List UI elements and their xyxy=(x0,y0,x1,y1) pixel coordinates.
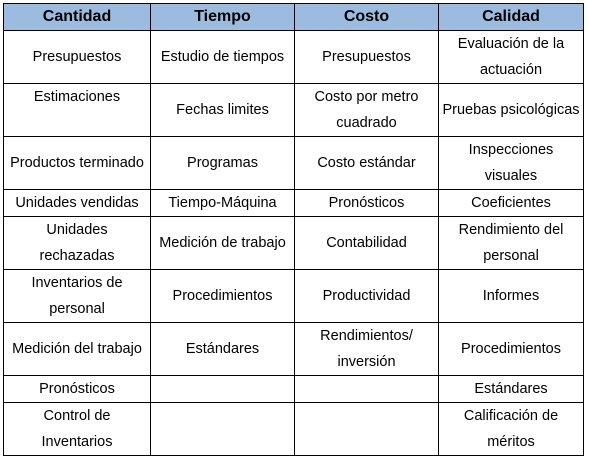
table-row: Presupuestos Estudio de tiempos Presupue… xyxy=(3,30,584,84)
header-calidad: Calidad xyxy=(438,3,584,31)
header-costo: Costo xyxy=(294,3,439,31)
table-row: Productos terminado Programas Costo está… xyxy=(3,136,584,190)
table-cell: Tiempo-Máquina xyxy=(150,189,295,217)
table-cell: Procedimientos xyxy=(438,322,584,376)
table-cell xyxy=(294,375,439,403)
table-cell xyxy=(150,375,295,403)
table-cell: Procedimientos xyxy=(150,269,295,323)
table-cell: Coeficientes xyxy=(438,189,584,217)
table-cell: Evaluación de la actuación xyxy=(438,30,584,84)
table-cell: Productividad xyxy=(294,269,439,323)
table-cell: Estándares xyxy=(150,322,295,376)
table-cell: Contabilidad xyxy=(294,216,439,270)
table-cell: Pronósticos xyxy=(3,375,151,403)
table-row: Unidades vendidas Tiempo-Máquina Pronóst… xyxy=(3,189,584,217)
table-cell: Estándares xyxy=(438,375,584,403)
table-cell: Costo estándar xyxy=(294,136,439,190)
header-tiempo: Tiempo xyxy=(150,3,295,31)
table-cell xyxy=(294,402,439,456)
header-cantidad: Cantidad xyxy=(3,3,151,31)
table-header: Cantidad Tiempo Costo Calidad xyxy=(3,3,584,31)
table-cell: Rendimiento del personal xyxy=(438,216,584,270)
table-cell: Rendimientos/ inversión xyxy=(294,322,439,376)
control-table: Cantidad Tiempo Costo Calidad Presupuest… xyxy=(3,3,584,456)
table-row: Medición del trabajo Estándares Rendimie… xyxy=(3,322,584,376)
table-cell: Inventarios de personal xyxy=(3,269,151,323)
table-cell: Pruebas psicológicas xyxy=(438,83,584,137)
header-row: Cantidad Tiempo Costo Calidad xyxy=(3,3,584,31)
table-cell: Medición del trabajo xyxy=(3,322,151,376)
table-cell: Productos terminado xyxy=(3,136,151,190)
table-row: Estimaciones Fechas limites Costo por me… xyxy=(3,83,584,137)
table-row: Inventarios de personal Procedimientos P… xyxy=(3,269,584,323)
table-cell: Informes xyxy=(438,269,584,323)
table-cell: Unidades vendidas xyxy=(3,189,151,217)
table-cell: Medición de trabajo xyxy=(150,216,295,270)
table-row: Control de Inventarios Calificación de m… xyxy=(3,402,584,456)
table-row: Pronósticos Estándares xyxy=(3,375,584,403)
table-cell: Costo por metro cuadrado xyxy=(294,83,439,137)
table-cell: Programas xyxy=(150,136,295,190)
table-cell: Presupuestos xyxy=(294,30,439,84)
table-row: Unidades rechazadas Medición de trabajo … xyxy=(3,216,584,270)
table-cell xyxy=(150,402,295,456)
table-cell: Unidades rechazadas xyxy=(3,216,151,270)
table-cell: Estudio de tiempos xyxy=(150,30,295,84)
table-cell: Control de Inventarios xyxy=(3,402,151,456)
table-cell: Estimaciones xyxy=(3,83,151,137)
table-cell: Pronósticos xyxy=(294,189,439,217)
table-body: Presupuestos Estudio de tiempos Presupue… xyxy=(3,30,584,456)
table-cell: Inspecciones visuales xyxy=(438,136,584,190)
table-cell: Calificación de méritos xyxy=(438,402,584,456)
table-cell: Fechas limites xyxy=(150,83,295,137)
control-table-container: Cantidad Tiempo Costo Calidad Presupuest… xyxy=(3,3,584,456)
table-cell: Presupuestos xyxy=(3,30,151,84)
